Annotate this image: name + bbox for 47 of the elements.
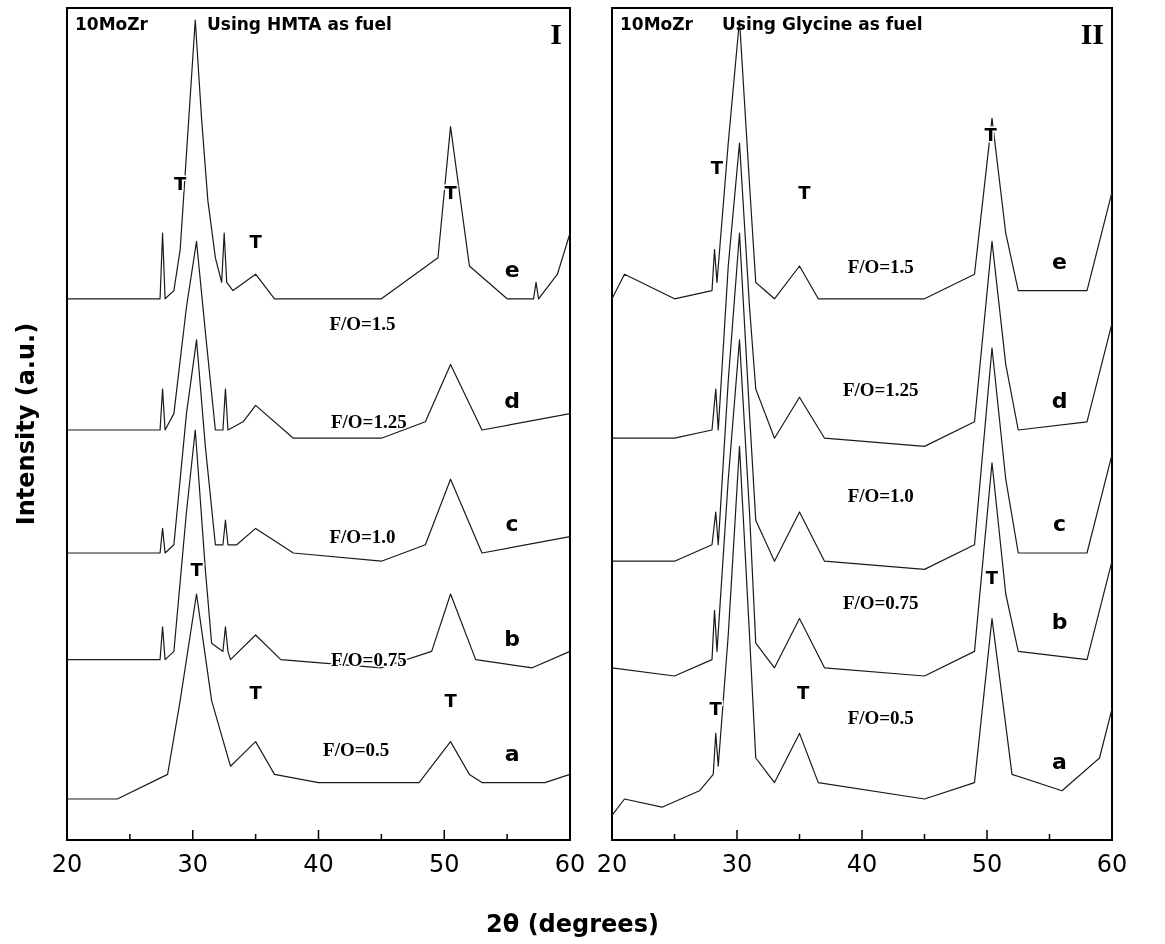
- annotation: F/O=0.5: [847, 706, 914, 728]
- annotation: T: [249, 681, 263, 703]
- series-label: a: [1052, 748, 1067, 774]
- series-label: b: [504, 625, 520, 651]
- annotation: F/O=1.0: [329, 526, 396, 548]
- series-label: a: [504, 740, 520, 766]
- annotation: T: [444, 689, 458, 711]
- annotation: T: [709, 698, 723, 720]
- annotation: T: [710, 156, 724, 178]
- annotation: F/O=1.5: [329, 313, 396, 335]
- x-tick-label: 40: [846, 850, 878, 878]
- annotation: F/O=1.25: [330, 411, 407, 433]
- x-tick-label: 60: [1096, 850, 1128, 878]
- series-label: c: [505, 511, 519, 536]
- x-tick-label: 50: [428, 850, 460, 878]
- annotation: Using HMTA as fuel: [207, 14, 392, 34]
- annotation: T: [249, 230, 263, 252]
- series-label: c: [1052, 511, 1067, 536]
- annotation: T: [798, 181, 812, 203]
- annotation: T: [190, 558, 204, 580]
- annotation: 10MoZr: [620, 14, 694, 34]
- x-tick-label: 20: [51, 850, 83, 878]
- annotation: F/O=1.25: [842, 378, 919, 400]
- series-label: e: [1052, 248, 1067, 274]
- x-tick-label: 60: [554, 850, 586, 878]
- x-tick-label: 30: [721, 850, 753, 878]
- x-axis-title: 2θ (degrees): [486, 910, 659, 938]
- x-tick-label: 50: [971, 850, 1003, 878]
- annotation: T: [985, 566, 999, 588]
- annotation: 10MoZr: [75, 14, 149, 34]
- series-label: d: [504, 388, 520, 413]
- annotation: F/O=1.0: [847, 485, 914, 507]
- annotation: F/O=0.75: [330, 649, 407, 671]
- annotation: F/O=0.75: [842, 591, 919, 613]
- annotation: II: [1080, 17, 1104, 50]
- annotation: F/O=1.5: [847, 255, 914, 277]
- annotation: T: [444, 181, 458, 203]
- x-tick-label: 40: [303, 850, 334, 878]
- annotation: F/O=0.5: [323, 739, 390, 761]
- series-label: e: [504, 256, 520, 282]
- x-tick-label: 30: [177, 850, 209, 878]
- annotation: I: [550, 17, 562, 50]
- annotation: T: [797, 681, 811, 703]
- x-tick-label: 20: [596, 850, 628, 878]
- series-label: b: [1051, 609, 1068, 635]
- series-label: d: [1051, 388, 1068, 413]
- y-axis-title: Intensity (a.u.): [12, 322, 40, 526]
